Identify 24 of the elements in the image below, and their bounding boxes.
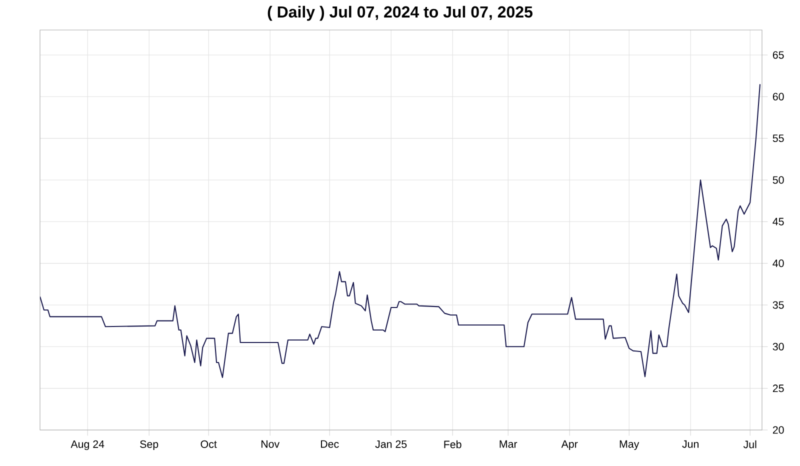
x-tick-label: Jan 25 <box>375 440 407 448</box>
x-tick-label: Dec <box>320 440 339 448</box>
x-tick-label: Oct <box>200 440 217 448</box>
x-tick-label: Nov <box>261 440 280 448</box>
y-tick-label: 25 <box>772 384 784 392</box>
x-tick-label: Aug 24 <box>70 440 104 450</box>
y-tick-label: 35 <box>772 301 784 309</box>
y-tick-label: 30 <box>772 342 784 350</box>
y-tick-label: 60 <box>772 92 784 100</box>
line-series <box>40 84 761 378</box>
y-tick-label: 55 <box>772 134 784 142</box>
x-tick-label: May <box>620 440 640 450</box>
x-tick-label: Jun <box>682 440 699 448</box>
x-tick-label: Feb <box>444 440 462 448</box>
x-tick-label: Sep <box>140 440 158 450</box>
x-tick-label: Mar <box>500 440 518 448</box>
chart-title: ( Daily ) Jul 07, 2024 to Jul 07, 2025 <box>268 6 532 21</box>
y-tick-label: 45 <box>772 218 784 226</box>
x-tick-label: Apr <box>561 440 578 450</box>
y-tick-label: 65 <box>772 51 784 59</box>
y-tick-label: 40 <box>772 260 784 268</box>
x-tick-label: Jul <box>743 440 756 448</box>
y-tick-label: 20 <box>772 426 784 434</box>
y-tick-label: 50 <box>772 176 784 184</box>
